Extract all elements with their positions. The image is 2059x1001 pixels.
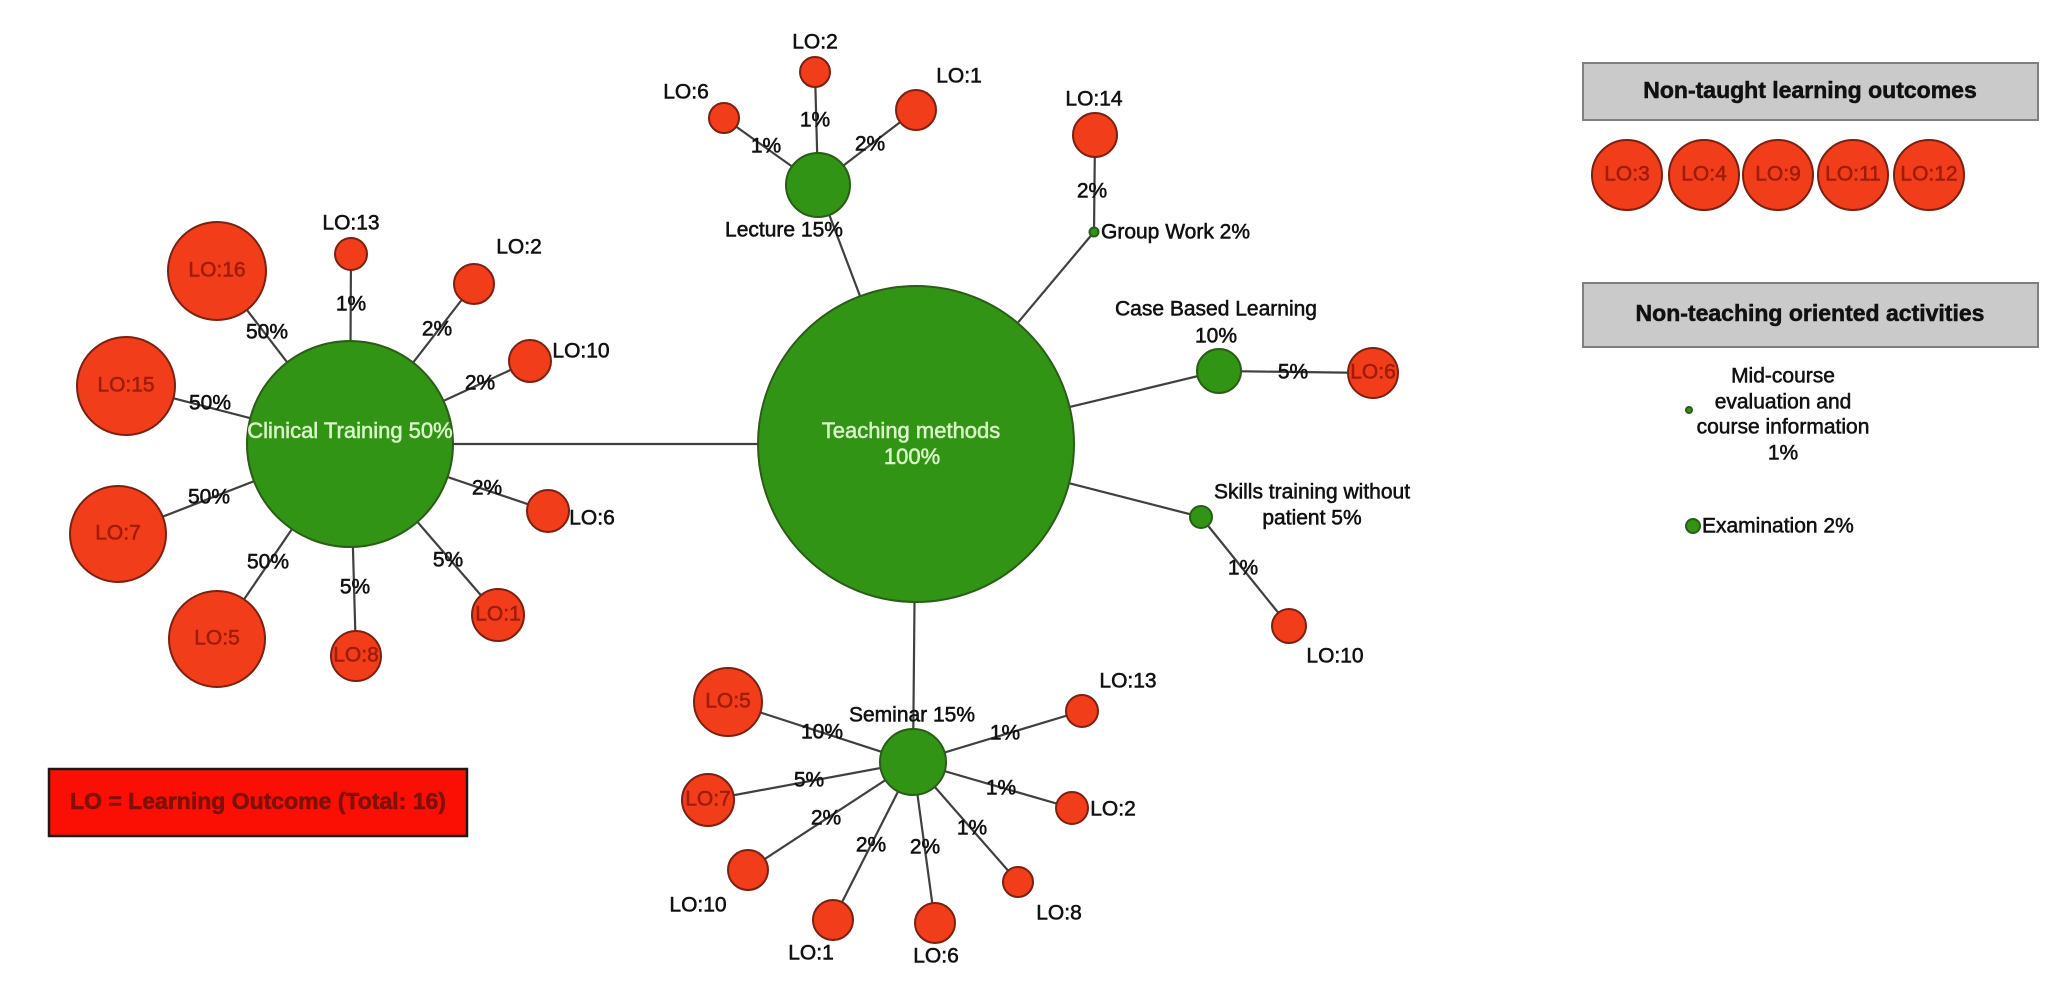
- svg-text:LO:9: LO:9: [1755, 163, 1801, 186]
- svg-text:LO:16: LO:16: [188, 259, 245, 282]
- svg-text:LO:3: LO:3: [1604, 163, 1650, 186]
- svg-text:course information: course information: [1697, 416, 1870, 439]
- svg-text:2%: 2%: [1077, 180, 1107, 203]
- svg-text:100%: 100%: [884, 444, 940, 469]
- svg-text:50%: 50%: [247, 551, 289, 574]
- svg-text:Non-teaching oriented activiti: Non-teaching oriented activities: [1636, 300, 1985, 326]
- svg-text:1%: 1%: [1228, 557, 1258, 580]
- svg-text:50%: 50%: [189, 392, 231, 415]
- svg-text:LO:13: LO:13: [322, 212, 379, 235]
- svg-text:LO:1: LO:1: [788, 942, 834, 965]
- svg-text:LO:2: LO:2: [496, 236, 542, 259]
- svg-text:LO:14: LO:14: [1065, 88, 1123, 111]
- svg-text:Non-taught learning outcomes: Non-taught learning outcomes: [1643, 77, 1977, 103]
- svg-text:Seminar 15%: Seminar 15%: [849, 704, 975, 727]
- svg-text:10%: 10%: [1195, 325, 1237, 348]
- svg-text:1%: 1%: [336, 293, 366, 316]
- svg-text:Teaching methods: Teaching methods: [822, 418, 1001, 443]
- svg-text:LO:8: LO:8: [333, 644, 379, 667]
- svg-text:LO:10: LO:10: [552, 340, 609, 363]
- svg-text:2%: 2%: [855, 133, 885, 156]
- svg-text:LO:4: LO:4: [1681, 163, 1727, 186]
- svg-text:evaluation and: evaluation and: [1715, 391, 1852, 414]
- svg-text:1%: 1%: [800, 109, 830, 132]
- svg-text:LO:5: LO:5: [194, 627, 240, 650]
- svg-text:5%: 5%: [340, 576, 370, 599]
- svg-text:LO:6: LO:6: [1350, 361, 1396, 384]
- svg-text:LO:6: LO:6: [569, 507, 615, 530]
- svg-text:2%: 2%: [422, 318, 452, 341]
- svg-text:LO:2: LO:2: [1090, 798, 1136, 821]
- svg-text:2%: 2%: [465, 372, 495, 395]
- svg-text:LO:10: LO:10: [1306, 645, 1363, 668]
- svg-text:1%: 1%: [957, 817, 987, 840]
- svg-text:10%: 10%: [801, 721, 843, 744]
- svg-text:LO:10: LO:10: [669, 894, 726, 917]
- svg-text:LO:7: LO:7: [95, 522, 141, 545]
- svg-text:LO:1: LO:1: [936, 65, 982, 88]
- svg-text:Group Work 2%: Group Work 2%: [1101, 221, 1250, 244]
- svg-text:2%: 2%: [472, 477, 502, 500]
- svg-text:Mid-course: Mid-course: [1731, 365, 1835, 388]
- svg-text:2%: 2%: [856, 834, 886, 857]
- svg-text:1%: 1%: [986, 777, 1016, 800]
- svg-text:Examination 2%: Examination 2%: [1702, 515, 1854, 538]
- svg-text:Clinical Training 50%: Clinical Training 50%: [247, 418, 452, 443]
- svg-text:50%: 50%: [188, 486, 230, 509]
- svg-text:patient 5%: patient 5%: [1262, 507, 1361, 530]
- svg-text:Lecture 15%: Lecture 15%: [725, 219, 843, 242]
- svg-text:1%: 1%: [990, 722, 1020, 745]
- svg-text:LO:13: LO:13: [1099, 670, 1156, 693]
- svg-text:LO:11: LO:11: [1825, 163, 1881, 186]
- svg-text:Skills training without: Skills training without: [1214, 481, 1410, 504]
- svg-text:1%: 1%: [1768, 442, 1798, 465]
- svg-text:LO:15: LO:15: [97, 374, 154, 397]
- svg-text:5%: 5%: [433, 549, 463, 572]
- svg-text:LO:6: LO:6: [663, 81, 709, 104]
- svg-text:LO:5: LO:5: [705, 690, 751, 713]
- svg-text:50%: 50%: [246, 321, 288, 344]
- svg-text:LO = Learning Outcome (Total:: LO = Learning Outcome (Total: 16): [70, 788, 446, 814]
- svg-text:5%: 5%: [794, 769, 824, 792]
- svg-text:LO:8: LO:8: [1036, 902, 1082, 925]
- svg-text:LO:2: LO:2: [792, 31, 838, 54]
- svg-text:LO:7: LO:7: [685, 788, 731, 811]
- svg-text:2%: 2%: [910, 836, 940, 859]
- svg-text:LO:12: LO:12: [1900, 163, 1957, 186]
- svg-text:5%: 5%: [1278, 361, 1308, 384]
- svg-text:Case Based Learning: Case Based Learning: [1115, 298, 1317, 321]
- svg-text:2%: 2%: [811, 807, 841, 830]
- svg-text:LO:6: LO:6: [913, 945, 959, 968]
- svg-text:LO:1: LO:1: [475, 603, 521, 626]
- svg-text:1%: 1%: [751, 135, 781, 158]
